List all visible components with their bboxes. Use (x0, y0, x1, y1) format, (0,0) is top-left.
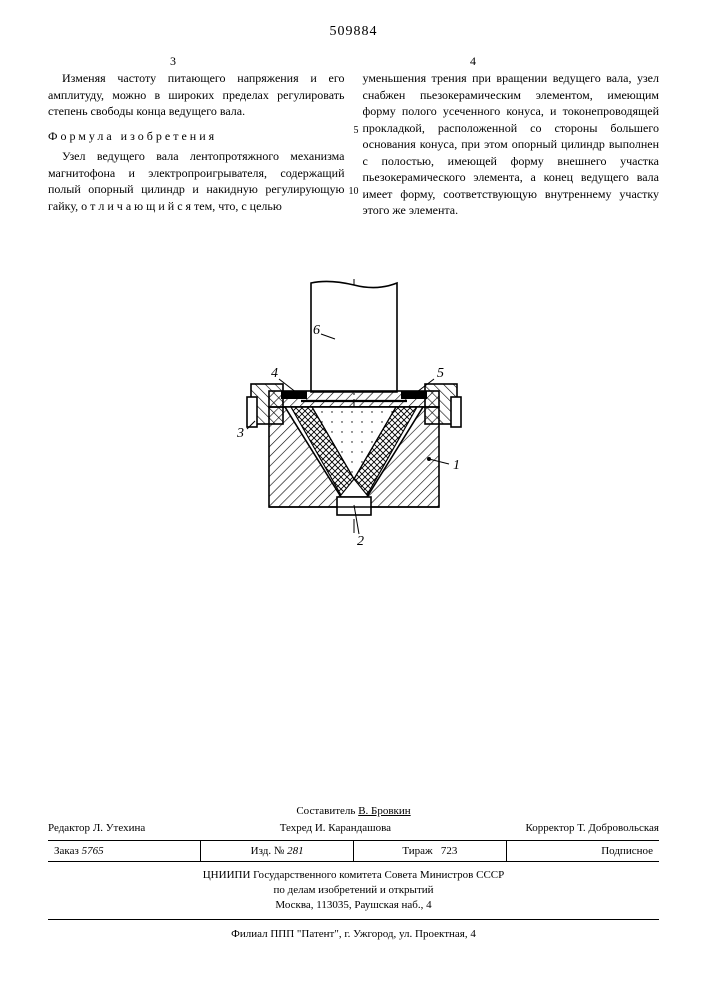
order-label: Заказ (54, 845, 79, 857)
izd-label: Изд. № (251, 845, 285, 857)
credits-line: Составитель В. Бровкин Редактор Л. Утехи… (48, 803, 659, 836)
editor-name: Л. Утехина (93, 822, 145, 834)
techred-name: И. Карандашова (315, 822, 391, 834)
editor-label: Редактор (48, 822, 90, 834)
right-column: уменьшения трения при вращении ведущего … (363, 70, 660, 219)
fig-label-1: 1 (453, 458, 460, 473)
fig-label-2: 2 (357, 534, 364, 549)
filial-line: Филиал ППП "Патент", г. Ужгород, ул. Про… (48, 928, 659, 940)
table-row: Заказ 5765 Изд. № 281 Тираж 723 Подписно… (48, 841, 659, 862)
page: 509884 3 4 Изменяя частоту питающего нап… (0, 0, 707, 1000)
text-columns: Изменяя частоту питающего напряжения и е… (48, 70, 659, 219)
techred-label: Техред (280, 822, 312, 834)
org-line-1: ЦНИИПИ Государственного комитета Совета … (48, 868, 659, 883)
line-mark-10: 10 (349, 185, 359, 199)
fig-label-6: 6 (313, 323, 320, 338)
org-line-2: по делам изобретений и открытий (48, 883, 659, 898)
compiler-name: В. Бровкин (358, 805, 410, 817)
footer: Составитель В. Бровкин Редактор Л. Утехи… (48, 803, 659, 940)
page-number-right: 4 (470, 54, 476, 69)
corrector-label: Корректор (526, 822, 575, 834)
org-line-3: Москва, 113035, Раушская наб., 4 (48, 898, 659, 913)
page-number-left: 3 (170, 54, 176, 69)
left-paragraph-1: Изменяя частоту питающего напряжения и е… (48, 70, 345, 120)
order-value: 5765 (82, 845, 104, 857)
left-paragraph-2: Узел ведущего вала лентопротяжного механ… (48, 148, 345, 214)
fig-label-3: 3 (236, 426, 244, 441)
corrector-name: Т. Добровольская (577, 822, 659, 834)
fig-label-5: 5 (437, 366, 444, 381)
technical-figure: 6 4 5 3 1 2 (209, 279, 499, 549)
right-paragraph-1: уменьшения трения при вращении ведущего … (363, 70, 660, 219)
document-number: 509884 (330, 24, 378, 40)
figure-svg: 6 4 5 3 1 2 (209, 279, 499, 549)
left-column: Изменяя частоту питающего напряжения и е… (48, 70, 345, 219)
compiler-label: Составитель (296, 805, 355, 817)
line-mark-5: 5 (354, 124, 359, 138)
tirazh-label: Тираж (402, 845, 432, 857)
subscription: Подписное (601, 845, 653, 857)
izd-value: 281 (287, 845, 304, 857)
publisher-info: ЦНИИПИ Государственного комитета Совета … (48, 868, 659, 913)
formula-heading: Формула изобретения (48, 128, 345, 145)
footer-table: Заказ 5765 Изд. № 281 Тираж 723 Подписно… (48, 840, 659, 862)
tirazh-value: 723 (441, 845, 458, 857)
fig-label-4: 4 (271, 366, 278, 381)
